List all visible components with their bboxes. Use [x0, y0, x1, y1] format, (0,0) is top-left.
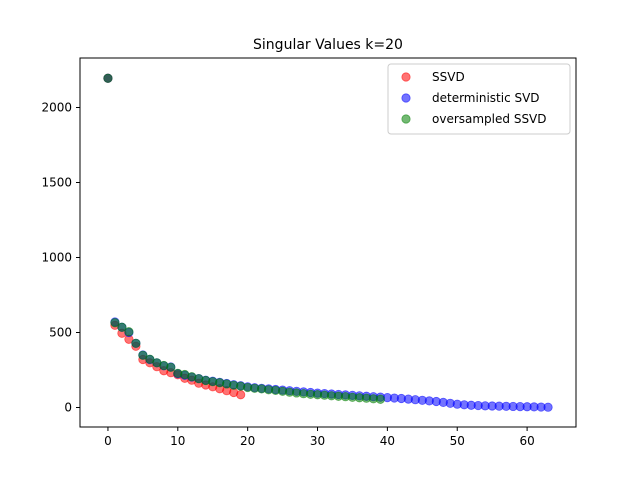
x-tick-label: 10 — [170, 434, 185, 448]
data-point — [166, 362, 176, 372]
legend-label: SSVD — [432, 70, 465, 84]
chart-title: Singular Values k=20 — [253, 37, 403, 53]
legend-label: oversampled SSVD — [432, 112, 547, 126]
legend-marker — [401, 72, 411, 82]
y-tick-label: 1500 — [41, 176, 72, 190]
y-tick-label: 0 — [64, 401, 72, 415]
y-tick-label: 500 — [49, 326, 72, 340]
axis-ticks: 0 10 20 30 40 50 60 0 500 1000 1500 2000 — [41, 101, 534, 449]
y-tick-label: 1000 — [41, 251, 72, 265]
data-point — [131, 338, 141, 348]
x-tick-label: 30 — [310, 434, 325, 448]
data-point — [375, 394, 385, 404]
legend-label: deterministic SVD — [432, 91, 540, 105]
data-point — [103, 73, 113, 83]
data-point — [124, 327, 134, 337]
legend-box — [387, 63, 571, 135]
x-tick-label: 60 — [519, 434, 534, 448]
series-oversampled-ssvd — [103, 73, 385, 404]
axes-border — [79, 57, 577, 428]
data-point — [117, 322, 127, 332]
data-point — [138, 350, 148, 360]
data-point — [236, 390, 246, 400]
legend: SSVD deterministic SVD oversampled SSVD — [387, 63, 571, 135]
data-point — [543, 402, 553, 412]
scatter-points — [103, 73, 553, 412]
x-tick-label: 20 — [240, 434, 255, 448]
axes-frame — [79, 57, 577, 428]
data-point — [110, 318, 120, 328]
x-tick-label: 0 — [104, 434, 112, 448]
legend-marker — [401, 93, 411, 103]
x-tick-label: 50 — [450, 434, 465, 448]
y-tick-label: 2000 — [41, 101, 72, 115]
x-tick-label: 40 — [380, 434, 395, 448]
legend-marker — [401, 114, 411, 124]
